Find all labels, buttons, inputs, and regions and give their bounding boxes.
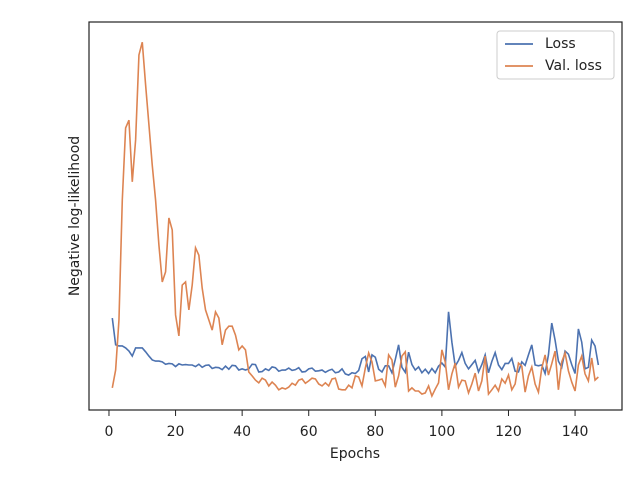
- x-tick-label: 120: [495, 424, 522, 440]
- x-tick-label: 0: [105, 424, 114, 440]
- x-tick-label: 40: [233, 424, 251, 440]
- line-series: [111, 41, 599, 399]
- x-axis-label: Epochs: [330, 446, 380, 462]
- x-tick-label: 80: [366, 424, 384, 440]
- y-axis-label: Negative log-likelihood: [67, 136, 83, 296]
- x-tick-label: 20: [167, 424, 185, 440]
- line-series: [111, 311, 600, 377]
- x-tick-label: 100: [429, 424, 456, 440]
- x-tick-label: 60: [300, 424, 318, 440]
- plot-frame: [88, 21, 623, 411]
- legend-box: [496, 30, 615, 80]
- legend-label: Val. loss: [545, 58, 602, 74]
- legend-label: Loss: [545, 36, 576, 52]
- x-tick-label: 140: [562, 424, 589, 440]
